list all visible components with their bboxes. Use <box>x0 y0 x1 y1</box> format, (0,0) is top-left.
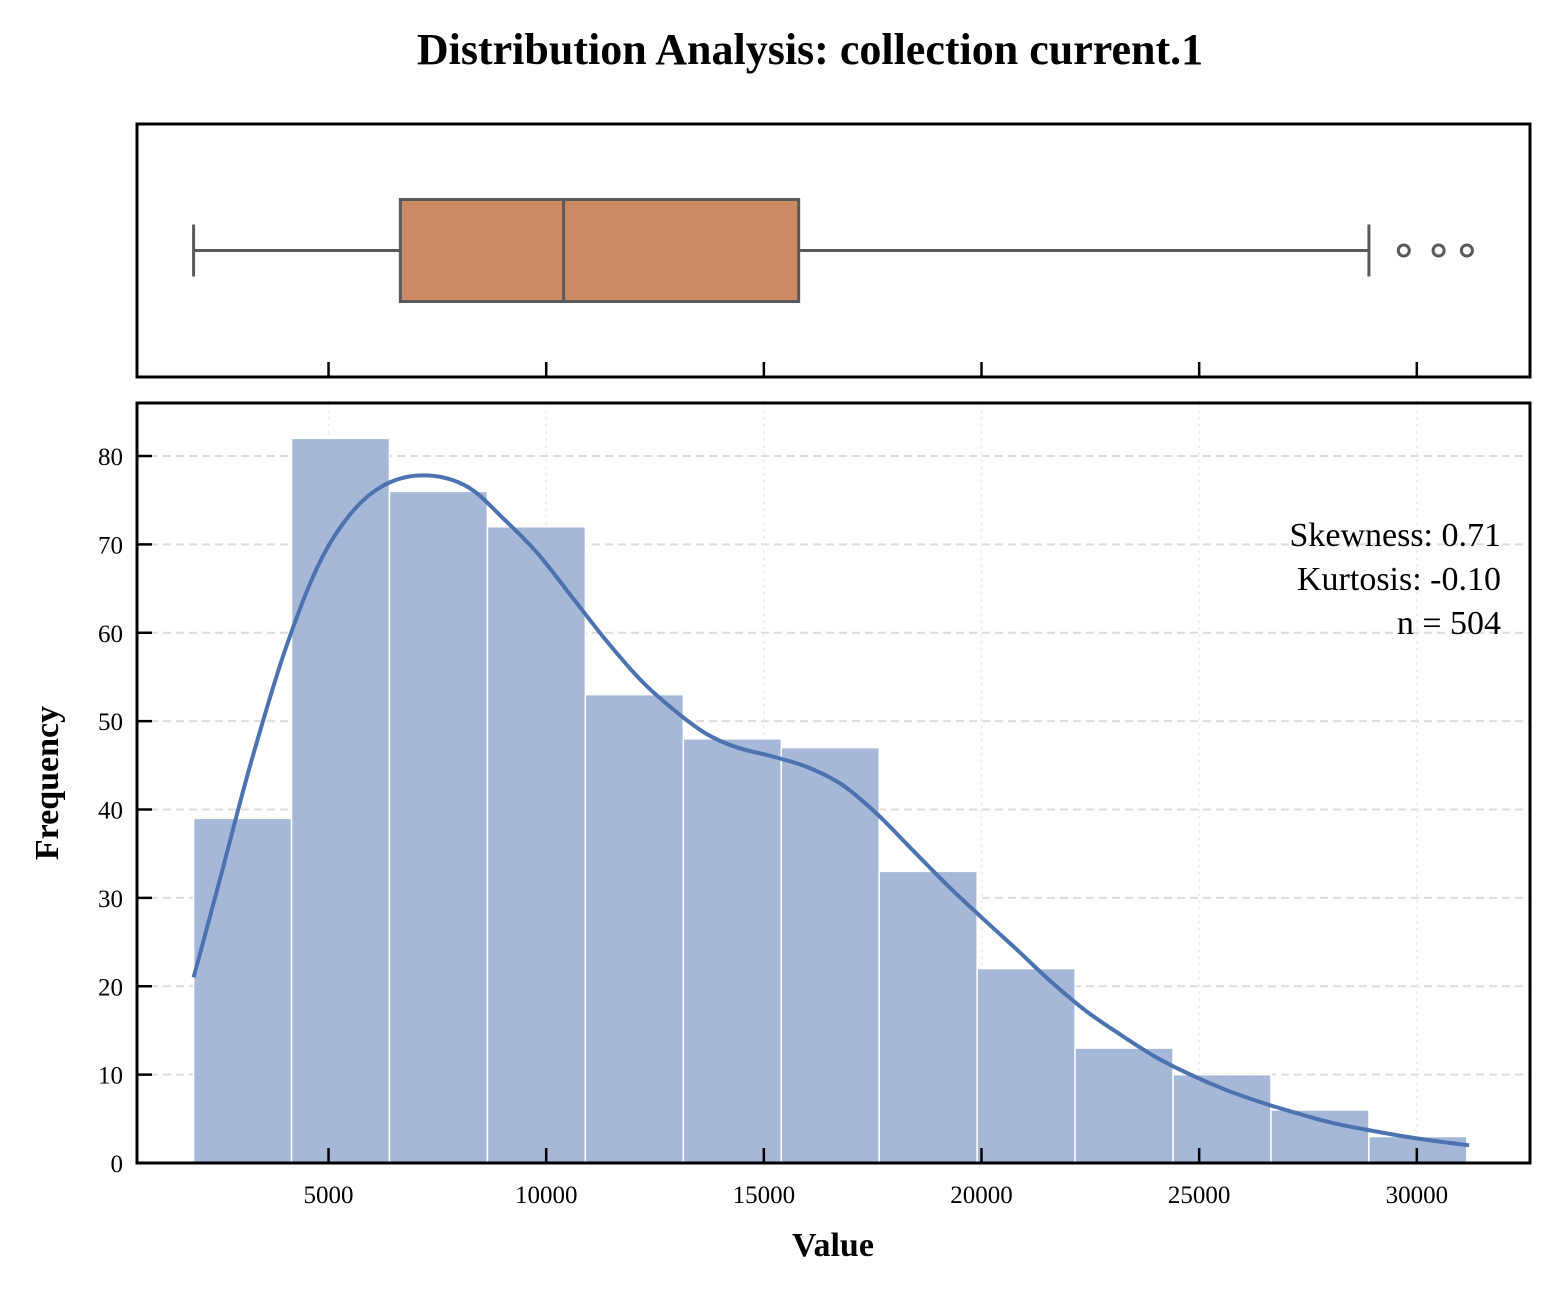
y-tick-label: 40 <box>98 798 123 825</box>
histogram-bar <box>1074 1047 1174 1164</box>
stats-annotation: Skewness: 0.71 Kurtosis: -0.10 n = 504 <box>1289 517 1501 642</box>
histogram-bar <box>192 817 293 1164</box>
y-tick-label: 0 <box>111 1151 124 1178</box>
outlier-point <box>1431 243 1446 258</box>
x-tick-label: 15000 <box>733 1182 796 1209</box>
x-tick-label: 25000 <box>1168 1182 1231 1209</box>
histogram-bar <box>976 967 1076 1164</box>
boxplot-x-ticks <box>327 362 1419 377</box>
histogram-panel: 5000 10000 15000 20000 25000 30000 0 10 20 30 40 5… <box>98 401 1532 1209</box>
x-tick-label: 10000 <box>515 1182 578 1209</box>
x-tick-label: 30000 <box>1386 1182 1449 1209</box>
x-axis-label: Value <box>792 1227 874 1264</box>
y-axis-label: Frequency <box>29 706 66 860</box>
y-tick-label: 60 <box>98 621 123 648</box>
histogram-bar <box>388 490 489 1164</box>
boxplot <box>192 198 1474 303</box>
boxplot-frame <box>135 122 1532 379</box>
histogram-bars <box>192 437 1468 1164</box>
x-tick-label: 5000 <box>304 1182 354 1209</box>
skewness-label: Skewness: 0.71 <box>1289 517 1501 554</box>
histogram-bar <box>584 693 685 1164</box>
histogram-bar <box>682 738 783 1164</box>
histogram-bar <box>290 437 391 1164</box>
y-tick-label: 50 <box>98 709 123 736</box>
histogram-bar <box>486 525 587 1164</box>
chart-title: Distribution Analysis: collection curren… <box>417 25 1203 74</box>
x-tick-label: 20000 <box>950 1182 1013 1209</box>
y-tick-label: 70 <box>98 532 123 559</box>
histogram-bar <box>878 870 978 1164</box>
y-tick-label: 80 <box>98 444 123 471</box>
kurtosis-label: Kurtosis: -0.10 <box>1297 561 1501 598</box>
sample-size-label: n = 504 <box>1397 605 1501 642</box>
kde-curve <box>191 473 1470 1148</box>
outlier-point <box>1459 243 1474 258</box>
iqr-box <box>398 198 801 303</box>
histogram-frame <box>135 401 1532 1165</box>
y-axis-ticks: 0 10 20 30 40 50 60 70 80 <box>98 444 152 1178</box>
boxplot-panel <box>135 122 1532 379</box>
histogram-bar <box>780 746 880 1164</box>
y-tick-label: 30 <box>98 886 123 913</box>
outlier-point <box>1396 243 1411 258</box>
x-axis-ticks: 5000 10000 15000 20000 25000 30000 <box>304 1148 1449 1209</box>
y-tick-label: 20 <box>98 974 123 1001</box>
y-tick-label: 10 <box>98 1063 123 1090</box>
